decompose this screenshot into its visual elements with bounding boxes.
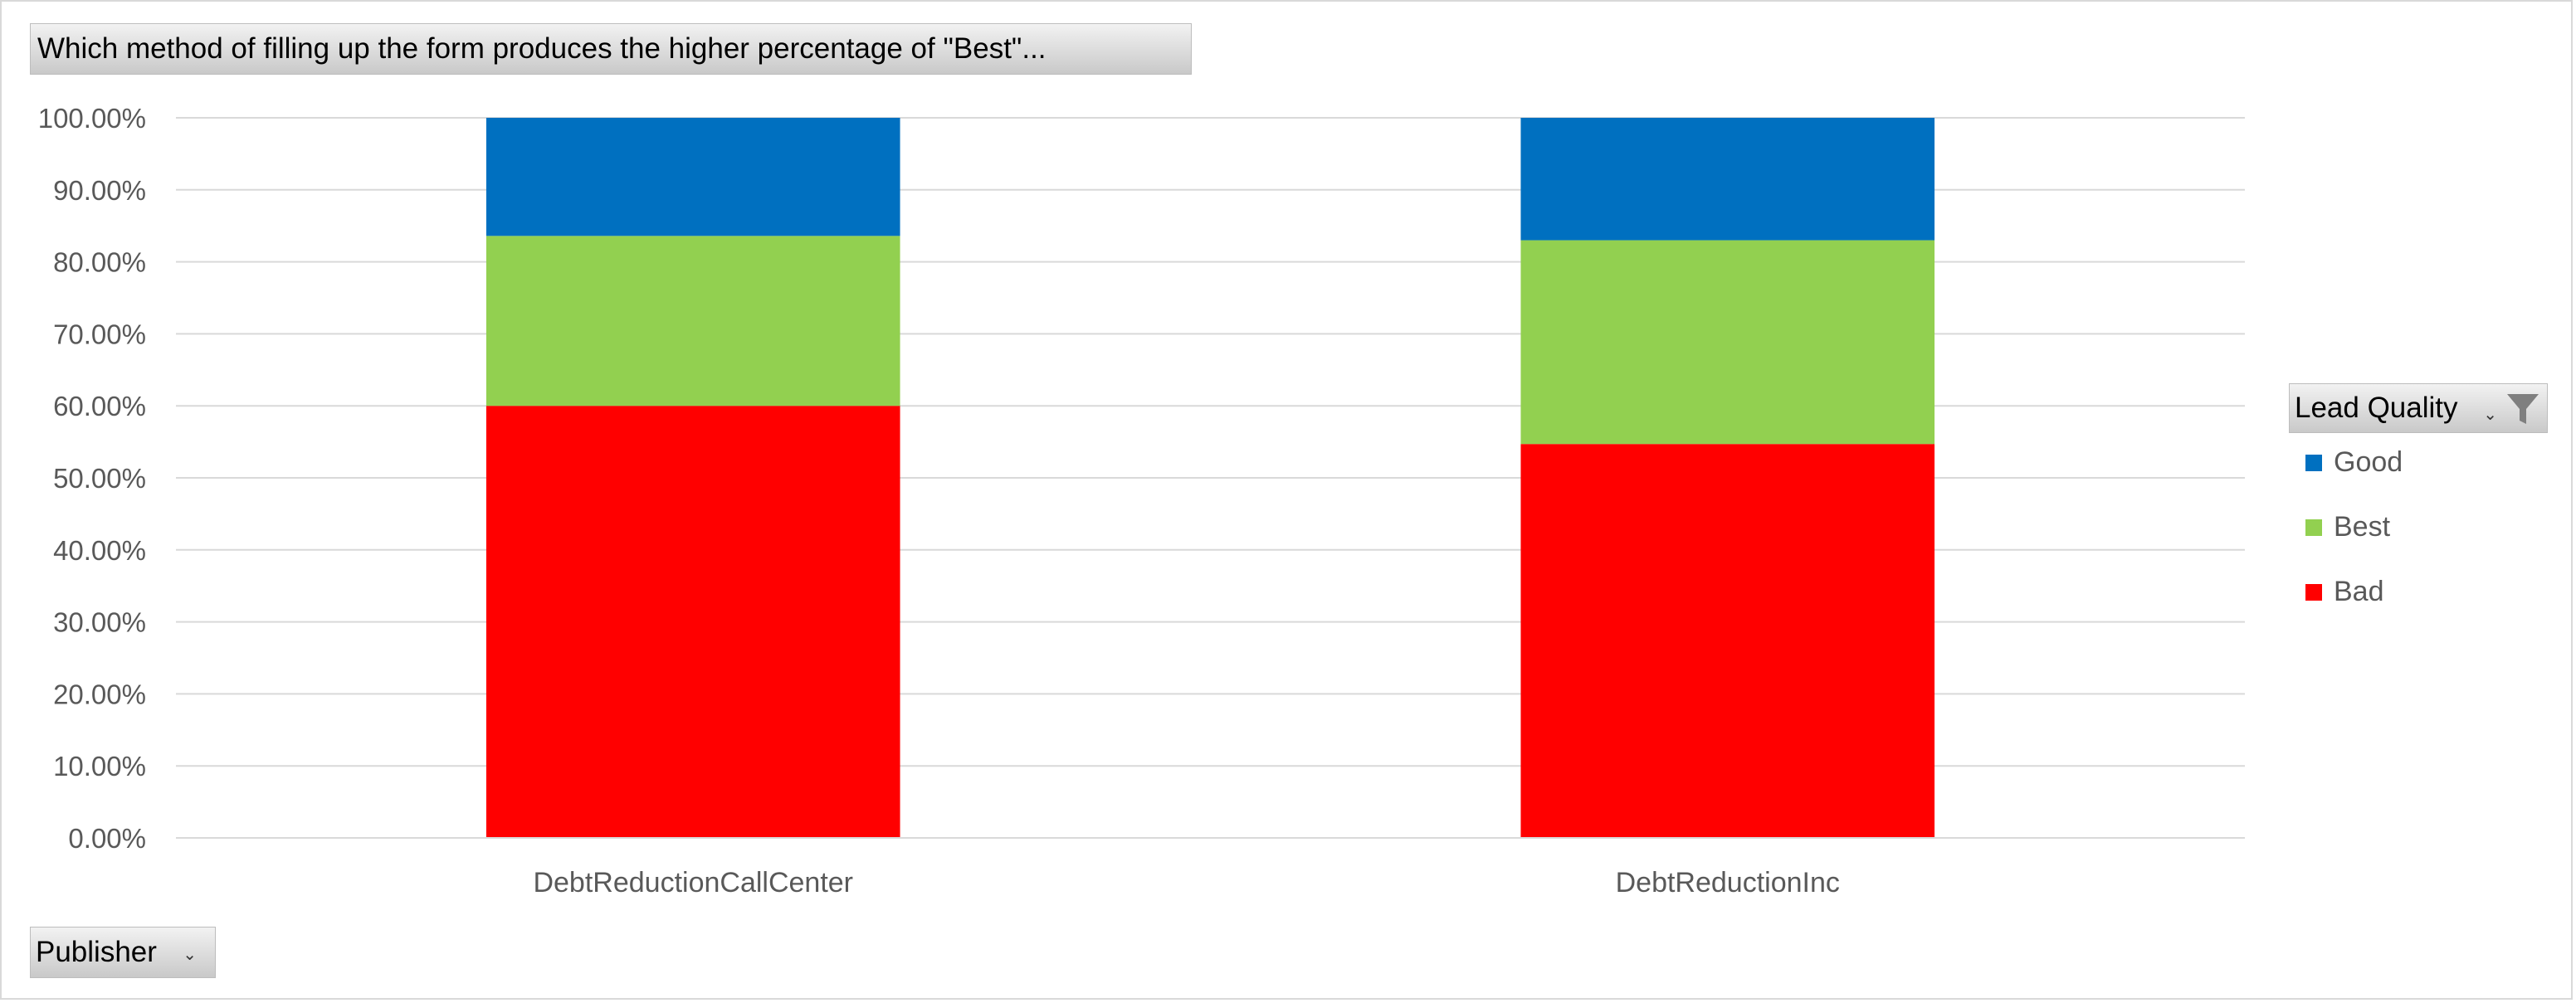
y-tick-label: 20.00% <box>53 679 146 709</box>
legend-field-button[interactable]: Lead Quality ⌄ <box>2289 383 2548 433</box>
dropdown-arrow-icon[interactable]: ⌄ <box>2483 406 2497 424</box>
filter-icon[interactable] <box>2504 391 2542 427</box>
bar-segment-good[interactable] <box>485 118 900 236</box>
y-tick-label: 60.00% <box>53 391 146 421</box>
legend-swatch <box>2305 583 2322 601</box>
bar-segment-best[interactable] <box>485 236 900 407</box>
y-tick-label: 80.00% <box>53 247 146 278</box>
x-tick-label: DebtReductionInc <box>1616 867 1840 898</box>
bar-segment-bad[interactable] <box>485 406 900 838</box>
bar-segment-best[interactable] <box>1520 240 1935 445</box>
x-tick-label: DebtReductionCallCenter <box>533 867 853 898</box>
chart-title[interactable]: Which method of filling up the form prod… <box>30 23 1192 75</box>
bar-segment-good[interactable] <box>1520 118 1935 241</box>
legend-item-best[interactable]: Best <box>2305 511 2390 543</box>
legend-title: Lead Quality <box>2295 392 2458 424</box>
y-tick-label: 50.00% <box>53 463 146 494</box>
legend-label: Bad <box>2334 576 2384 607</box>
legend-swatch <box>2305 519 2322 536</box>
y-tick-label: 10.00% <box>53 751 146 781</box>
y-tick-label: 100.00% <box>38 103 146 134</box>
chart-title-text: Which method of filling up the form prod… <box>37 32 1046 65</box>
y-tick-label: 90.00% <box>53 175 146 206</box>
legend-item-bad[interactable]: Bad <box>2305 576 2384 608</box>
dropdown-arrow-icon[interactable]: ⌄ <box>183 946 197 964</box>
legend-swatch <box>2305 454 2322 471</box>
y-tick-label: 70.00% <box>53 319 146 349</box>
bar-segment-bad[interactable] <box>1520 444 1935 838</box>
y-tick-label: 40.00% <box>53 535 146 566</box>
y-tick-label: 30.00% <box>53 607 146 638</box>
publisher-field-button[interactable]: Publisher ⌄ <box>30 927 216 978</box>
legend-label: Best <box>2334 511 2391 543</box>
legend-label: Good <box>2334 446 2403 478</box>
publisher-label: Publisher <box>36 936 157 968</box>
legend-item-good[interactable]: Good <box>2305 446 2403 479</box>
y-tick-label: 0.00% <box>68 823 146 854</box>
